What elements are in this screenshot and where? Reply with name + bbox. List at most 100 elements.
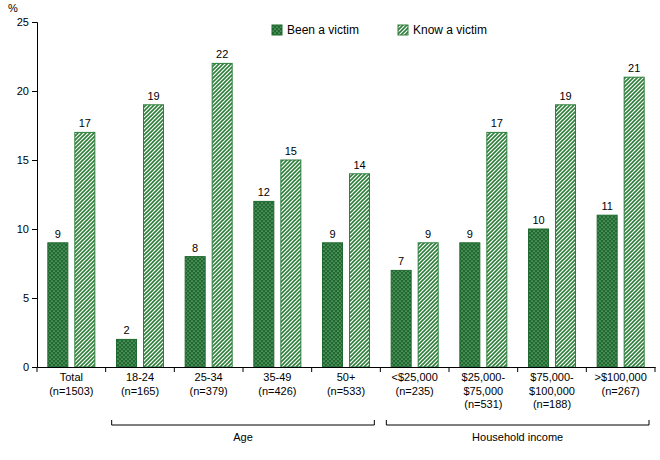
data-label: 11 — [601, 200, 612, 212]
bar — [624, 77, 644, 367]
category-separator — [517, 367, 518, 372]
x-tick-label-line: 18-24 — [126, 371, 154, 383]
y-tick: 15 — [17, 154, 37, 166]
x-tick-label-line: 50+ — [337, 371, 356, 383]
x-tick-label: >$100,000 (n=267) — [595, 371, 647, 397]
y-tick: 25 — [17, 16, 37, 28]
x-tick: 35-49(n=426) — [258, 371, 296, 397]
x-tick-label: 50+(n=533) — [327, 371, 365, 397]
group-label: Age — [233, 431, 253, 443]
x-tick: <$25,000 (n=235) — [392, 371, 438, 397]
bar — [556, 105, 576, 367]
bar — [391, 270, 411, 367]
x-tick-label: 18-24 (n=165) — [121, 371, 159, 397]
y-tick-label: 0 — [23, 361, 29, 373]
bar — [144, 105, 164, 367]
group-brackets: Age Household income — [112, 420, 649, 443]
y-tick: 20 — [17, 85, 37, 97]
y-tick-mark — [32, 160, 37, 161]
x-tick-label-line: (n=165) — [121, 385, 159, 397]
category-separator — [174, 367, 175, 372]
data-label: 9 — [329, 228, 335, 240]
y-tick-mark — [32, 298, 37, 299]
x-tick-label-line: (n=1503) — [49, 385, 93, 397]
data-label: 10 — [532, 214, 544, 226]
data-label: 14 — [353, 159, 365, 171]
bar — [323, 243, 343, 367]
bar — [75, 132, 95, 367]
y-tick-label: 5 — [23, 292, 29, 304]
x-tick: $25,000- $75,000(n=531) — [462, 371, 506, 411]
x-tick-label-line: $100,000 — [529, 385, 575, 397]
x-tick-label-line: <$25,000 — [392, 371, 438, 383]
category-separator — [311, 367, 312, 372]
data-label: 7 — [398, 255, 404, 267]
data-label: 12 — [258, 186, 270, 198]
y-tick-label: 15 — [17, 154, 29, 166]
legend-label: Been a victim — [287, 23, 359, 37]
y-tick: 5 — [23, 292, 37, 304]
y-tick-mark — [32, 229, 37, 230]
x-tick-label: 35-49(n=426) — [258, 371, 296, 397]
y-axis-label: % — [8, 2, 18, 14]
y-tick-mark — [32, 91, 37, 92]
x-tick-label: 25-34 (n=379) — [190, 371, 228, 397]
data-label: 8 — [192, 242, 198, 254]
category-separator — [105, 367, 106, 372]
bar — [185, 257, 205, 367]
bar — [350, 174, 370, 367]
y-tick-label: 20 — [17, 85, 29, 97]
x-tick: Total (n=1503) — [49, 371, 93, 397]
x-tick-label-line: $25,000- — [462, 371, 506, 383]
data-label: 9 — [425, 228, 431, 240]
data-label: 21 — [628, 62, 640, 74]
plot: 051015202592812979101117192215149171921T… — [17, 16, 656, 443]
x-tick-label: <$25,000 (n=235) — [392, 371, 438, 397]
group-bracket — [386, 420, 649, 425]
x-tick-label: $75,000- $100,000(n=188) — [529, 371, 575, 411]
legend-item: Know a victim — [398, 23, 487, 37]
data-label: 19 — [559, 90, 571, 102]
x-tick-label-line: (n=235) — [396, 385, 434, 397]
y-axis-line — [32, 23, 38, 368]
x-tick-label-line: $75,000 — [463, 385, 503, 397]
data-label: 17 — [491, 117, 503, 129]
x-tick: >$100,000 (n=267) — [595, 371, 647, 397]
x-tick-label-line: (n=188) — [533, 398, 571, 410]
x-tick-label-line: (n=379) — [190, 385, 228, 397]
group-bracket — [112, 420, 375, 425]
x-tick-label-line: (n=267) — [602, 385, 640, 397]
category-separator — [380, 367, 381, 372]
data-label: 15 — [285, 145, 297, 157]
category-separator — [243, 367, 244, 372]
category-separator — [37, 367, 38, 372]
x-tick-label-line: (n=426) — [258, 385, 296, 397]
x-tick-label: $25,000- $75,000(n=531) — [462, 371, 506, 411]
x-tick: 25-34 (n=379) — [190, 371, 228, 397]
x-axis-line — [38, 367, 656, 368]
bar — [48, 243, 68, 367]
data-label: 17 — [79, 117, 91, 129]
x-tick-label-line: 25-34 — [195, 371, 223, 383]
x-tick-label-line: >$100,000 — [595, 371, 647, 383]
legend-item: Been a victim — [272, 23, 359, 37]
bar — [460, 243, 480, 367]
category-separator — [655, 367, 656, 372]
x-tick-label-line: (n=531) — [464, 398, 502, 410]
x-tick-label-line: $75,000- — [530, 371, 574, 383]
bars — [48, 63, 644, 367]
legend: Been a victim Know a victim — [272, 23, 487, 37]
data-labels: 92812979101117192215149171921 — [55, 48, 641, 336]
bar — [212, 63, 232, 367]
group-label: Household income — [472, 431, 563, 443]
x-tick-label: Total (n=1503) — [49, 371, 93, 397]
y-tick-mark — [32, 22, 37, 23]
category-separator — [586, 367, 587, 372]
x-tick: 18-24 (n=165) — [121, 371, 159, 397]
category-separator — [449, 367, 450, 372]
y-tick-label: 10 — [17, 223, 29, 235]
x-tick-label-line: Total — [60, 371, 83, 383]
bar — [597, 215, 617, 367]
bar — [487, 132, 507, 367]
y-tick-label: 25 — [17, 16, 29, 28]
